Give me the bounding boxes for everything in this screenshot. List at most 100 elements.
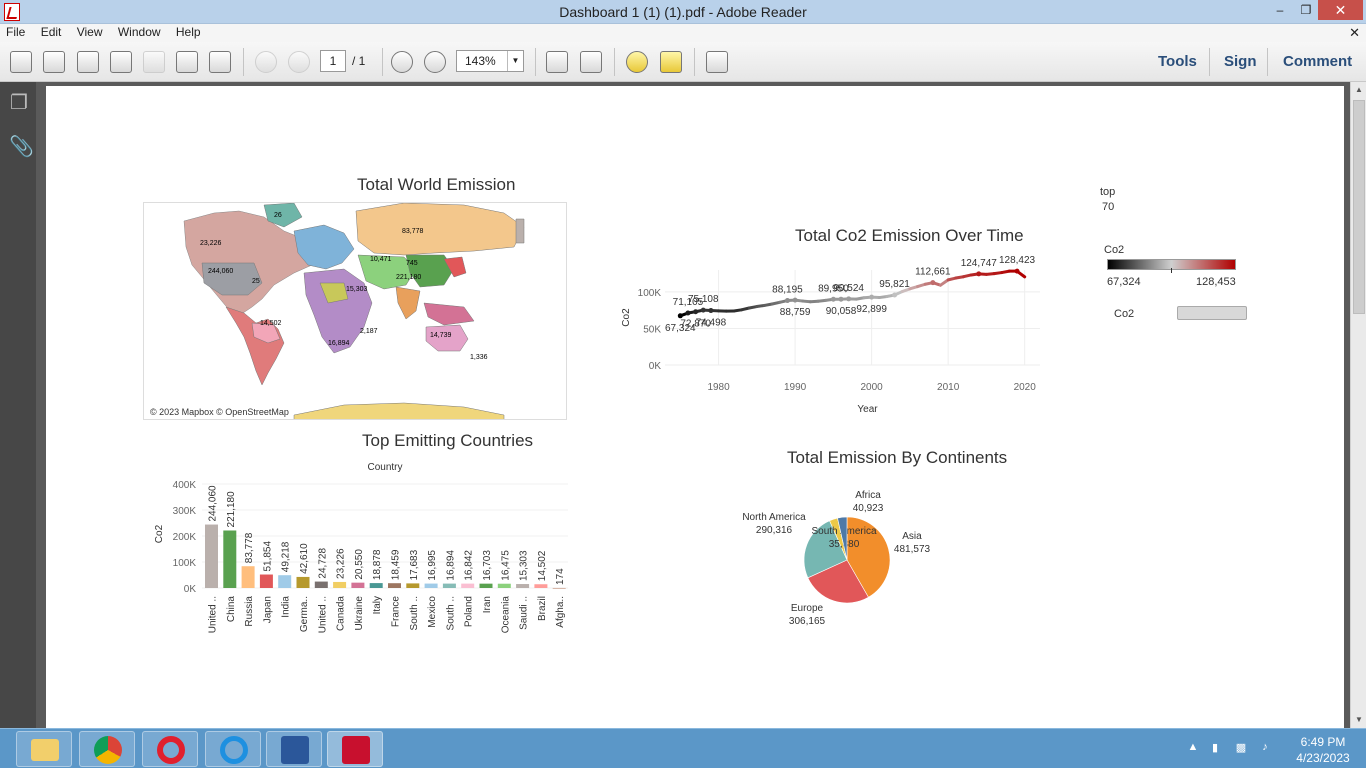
- pie-category-label: Asia: [902, 531, 922, 542]
- toolbar-separator: [694, 48, 695, 76]
- map-region-brazil[interactable]: [251, 322, 281, 344]
- bar-category-label: South ..: [409, 596, 420, 630]
- menu-file[interactable]: File: [6, 25, 26, 39]
- zoom-in-icon[interactable]: [424, 51, 446, 73]
- chrome-icon[interactable]: [79, 731, 135, 767]
- scroll-down-icon[interactable]: ▼: [1355, 715, 1363, 724]
- line-point: [693, 309, 699, 315]
- map-label: 1,336: [470, 354, 488, 361]
- bar-category-label: Russia: [244, 596, 255, 627]
- bar-category-label: Brazil: [537, 596, 548, 621]
- bar: [442, 583, 456, 588]
- convert-pdf-icon[interactable]: [43, 51, 65, 73]
- line-point: [708, 308, 714, 314]
- map-region-africa[interactable]: [303, 268, 373, 354]
- close-button[interactable]: ✕: [1318, 0, 1363, 20]
- bar-category-label: Italy: [372, 596, 383, 614]
- menu-view[interactable]: View: [76, 25, 103, 39]
- map-region-southeast-asia[interactable]: [423, 302, 475, 326]
- filter-top-value[interactable]: 70: [1102, 201, 1115, 213]
- page-number-input[interactable]: 1: [320, 50, 346, 72]
- network-icon[interactable]: ▩: [1235, 742, 1247, 754]
- sign-button[interactable]: Sign: [1224, 53, 1257, 70]
- bar-value-label: 23,226: [336, 548, 347, 579]
- line-data-label: 88,195: [772, 285, 803, 296]
- attachments-icon[interactable]: 📎: [9, 136, 34, 158]
- fit-page-icon[interactable]: [546, 51, 568, 73]
- map-region-china[interactable]: [405, 254, 455, 288]
- line-data-label: 72,870: [680, 319, 711, 330]
- tools-button[interactable]: Tools: [1158, 53, 1197, 70]
- bar-value-label: 51,854: [262, 540, 273, 571]
- bar-chart[interactable]: Country Co2 0K 100K 200K 300K 400K 244,060 Unite…: [150, 458, 580, 648]
- menu-help[interactable]: Help: [175, 25, 201, 39]
- save-icon[interactable]: [143, 51, 165, 73]
- fullscreen-icon[interactable]: [706, 51, 728, 73]
- bar-value-label: 16,703: [482, 550, 493, 581]
- bar-category-label: United ..: [208, 596, 219, 633]
- scroll-thumb[interactable]: [1353, 100, 1365, 314]
- print-icon[interactable]: [176, 51, 198, 73]
- map-region-russia[interactable]: [355, 203, 525, 256]
- map-region-antarctica[interactable]: [293, 402, 505, 420]
- page-thumbnails-icon[interactable]: ❐: [10, 92, 28, 114]
- pie-slice: [846, 516, 891, 598]
- line-point: [792, 297, 798, 303]
- document-close-button[interactable]: ✕: [1349, 25, 1360, 40]
- maximize-button[interactable]: ❐: [1300, 3, 1312, 17]
- bar-value-label: 49,218: [281, 541, 292, 572]
- map-region-japan[interactable]: [443, 256, 467, 278]
- map-region-united-states[interactable]: [201, 262, 263, 296]
- toolbar: [0, 42, 1366, 82]
- zoom-select[interactable]: 143% ▼: [456, 50, 524, 72]
- line-point: [892, 292, 898, 298]
- bar-category-label: Germa..: [299, 596, 310, 632]
- tray-device-icon[interactable]: ▮: [1211, 742, 1219, 754]
- co2-range-slider[interactable]: [1177, 306, 1247, 320]
- map-region-middle-east[interactable]: [357, 254, 417, 290]
- map-region-australia[interactable]: [425, 324, 469, 352]
- bar: [333, 581, 347, 588]
- next-page-icon[interactable]: [288, 51, 310, 73]
- map-label: 23,226: [200, 240, 222, 247]
- email-icon[interactable]: [209, 51, 231, 73]
- prev-page-icon[interactable]: [255, 51, 277, 73]
- map-region-greenland[interactable]: [263, 203, 303, 228]
- edit-icon[interactable]: [77, 51, 99, 73]
- upload-icon[interactable]: [110, 51, 132, 73]
- menu-window[interactable]: Window: [117, 25, 161, 39]
- tray-expand-icon[interactable]: ▲: [1187, 741, 1199, 753]
- vertical-scrollbar[interactable]: ▲ ▼: [1350, 82, 1366, 728]
- minimize-button[interactable]: –: [1276, 3, 1284, 17]
- clock-time[interactable]: 6:49 PM: [1300, 735, 1346, 749]
- line-chart[interactable]: 0K 50K 100K 1980 1990 2000 2010 2020 Year Co2 67,3…: [615, 250, 1055, 425]
- internet-explorer-icon[interactable]: [205, 731, 261, 767]
- zoom-out-icon[interactable]: [391, 51, 413, 73]
- create-pdf-icon[interactable]: [10, 51, 32, 73]
- highlight-icon[interactable]: [660, 51, 682, 73]
- map-region-south-america[interactable]: [225, 306, 285, 386]
- scroll-up-icon[interactable]: ▲: [1355, 85, 1363, 94]
- bar-value-label: 16,894: [445, 550, 456, 581]
- menu-edit[interactable]: Edit: [40, 25, 62, 39]
- map-region-india[interactable]: [395, 286, 421, 320]
- map-region-europe[interactable]: [293, 224, 355, 270]
- adobe-reader-icon[interactable]: [327, 731, 383, 767]
- file-explorer-icon[interactable]: [16, 731, 72, 767]
- comment-button[interactable]: Comment: [1283, 53, 1353, 70]
- bar-value-label: 20,550: [354, 549, 365, 580]
- scroll-mode-icon[interactable]: [580, 51, 602, 73]
- bar: [223, 530, 237, 588]
- bar: [461, 583, 475, 588]
- word-icon[interactable]: [266, 731, 322, 767]
- world-emission-map[interactable]: 26 23,226 83,778 10,471 745 221,180 244,…: [143, 202, 567, 420]
- map-region-north-africa[interactable]: [319, 282, 349, 304]
- pie-chart[interactable]: Asia 481,573 Europe 306,165 North America 290…: [730, 480, 950, 630]
- clock-date[interactable]: 4/23/2023: [1296, 751, 1350, 765]
- toolbar-separator: [535, 48, 536, 76]
- sticky-note-icon[interactable]: [626, 51, 648, 73]
- chevron-down-icon[interactable]: ▼: [507, 51, 523, 71]
- opera-icon[interactable]: [142, 731, 198, 767]
- map-region-alaska-east[interactable]: [515, 218, 525, 244]
- volume-icon[interactable]: ♪: [1262, 741, 1268, 753]
